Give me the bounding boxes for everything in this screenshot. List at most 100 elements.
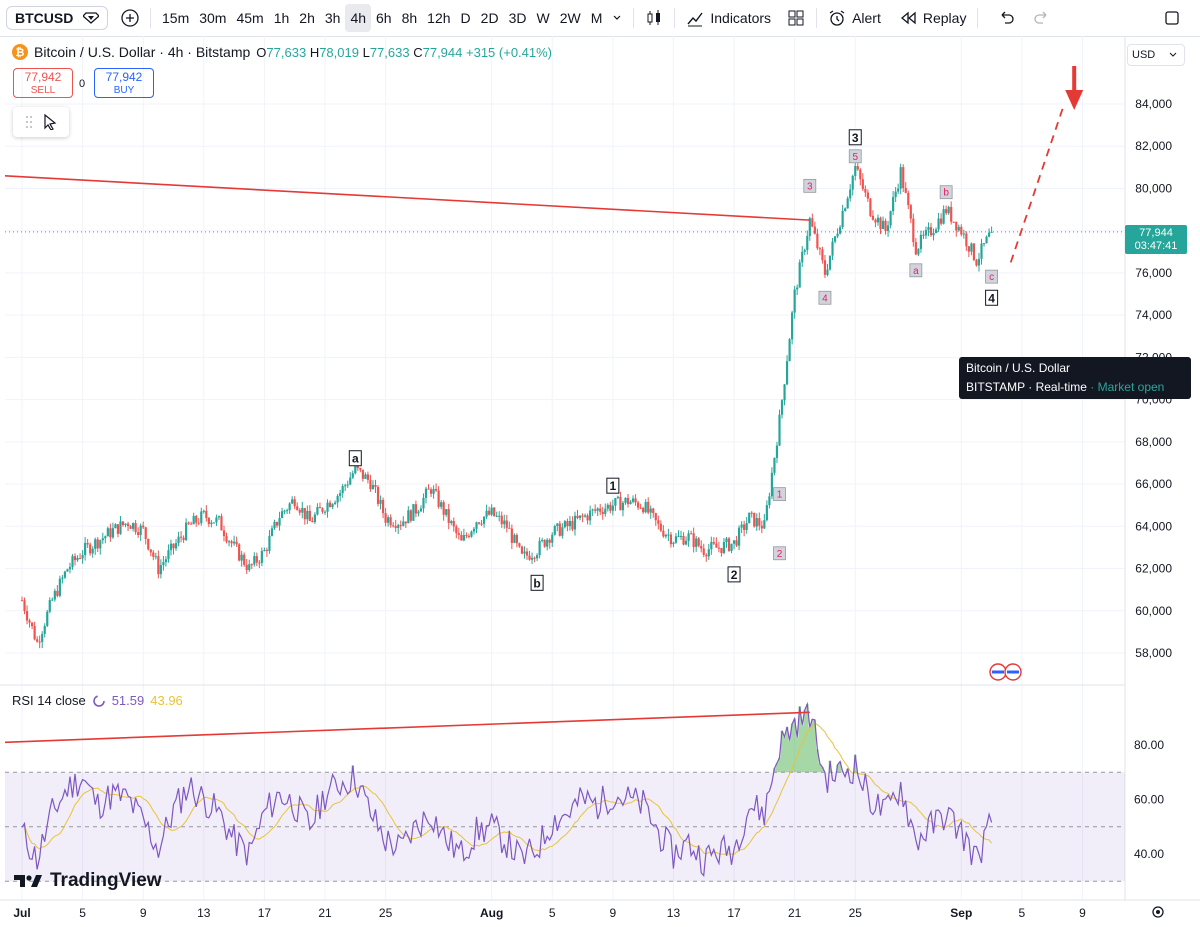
candle-body	[159, 565, 162, 575]
candle-body	[950, 206, 953, 222]
candle-body	[205, 510, 208, 519]
wave-label-2[interactable]: 2	[773, 546, 786, 561]
candle-body	[525, 551, 529, 556]
events-flag-icon[interactable]	[989, 663, 1022, 681]
drag-handle-icon[interactable]	[25, 115, 33, 129]
candle-body	[222, 530, 226, 537]
candle-body	[561, 527, 564, 536]
wave-label-3[interactable]: 3	[803, 178, 817, 193]
candle-body	[546, 539, 549, 547]
interval-4h[interactable]: 4h	[345, 4, 372, 32]
interval-d[interactable]: D	[460, 10, 471, 26]
wave-label-1[interactable]: 1	[606, 477, 620, 494]
compare-button[interactable]	[116, 4, 144, 32]
high-label: H	[309, 44, 320, 60]
wave-label-4[interactable]: 4	[818, 290, 832, 305]
candle-body	[447, 509, 450, 524]
interval-2d[interactable]: 2D	[480, 10, 499, 26]
interval-8h[interactable]: 8h	[401, 10, 418, 26]
wave-label-b[interactable]: b	[530, 574, 544, 591]
undo-button[interactable]	[992, 4, 1020, 32]
candle-body	[243, 554, 246, 565]
interval-3h[interactable]: 3h	[324, 10, 341, 26]
label-text: b	[533, 576, 540, 590]
candle-body	[811, 218, 814, 227]
candle-body	[748, 512, 751, 524]
candle-body	[89, 544, 92, 554]
candle-body	[339, 493, 342, 496]
candle-body	[533, 557, 536, 559]
indicators-button[interactable]: Indicators	[681, 4, 776, 32]
wave-label-5[interactable]: 5	[848, 149, 862, 164]
candle-body	[788, 339, 791, 362]
interval-1h[interactable]: 1h	[273, 10, 290, 26]
interval-m[interactable]: M	[590, 10, 603, 26]
candle-body	[609, 504, 612, 511]
candle-body	[639, 507, 642, 509]
time-tick: 5	[1019, 906, 1026, 920]
interval-2h[interactable]: 2h	[299, 10, 315, 26]
candle-body	[637, 502, 640, 508]
buy-button[interactable]: 77,942 BUY	[94, 68, 154, 98]
interval-45m[interactable]: 45m	[236, 10, 264, 26]
replay-button[interactable]: Replay	[894, 4, 972, 32]
high-value: 78,019	[319, 44, 359, 60]
wave-label-c[interactable]: c	[985, 269, 998, 284]
candles-icon	[647, 10, 661, 25]
candle-body	[912, 218, 915, 243]
candle-body	[962, 233, 965, 235]
candle-body	[732, 540, 736, 544]
candle-body	[833, 236, 837, 242]
interval-dropdown[interactable]	[607, 4, 627, 32]
wave-label-2[interactable]: 2	[727, 566, 741, 583]
tooltip-exchange: BITSTAMP	[966, 380, 1025, 394]
interval-2w[interactable]: 2W	[559, 10, 581, 26]
cursor-icon[interactable]	[43, 114, 57, 130]
candle-body	[851, 175, 854, 190]
wave-label-3[interactable]: 3	[848, 129, 862, 146]
label-box	[985, 289, 999, 306]
candle-body	[429, 489, 433, 494]
candle-body	[46, 611, 49, 626]
candle-body	[192, 515, 195, 525]
settings-gear-icon[interactable]	[1152, 906, 1164, 918]
fullscreen-button[interactable]	[1158, 4, 1186, 32]
interval-12h[interactable]: 12h	[427, 10, 451, 26]
layouts-button[interactable]	[782, 4, 810, 32]
candle-body	[409, 510, 412, 521]
candle-body	[591, 509, 594, 511]
chart-type-button[interactable]	[640, 4, 668, 32]
interval-15m[interactable]: 15m	[162, 10, 190, 26]
candle-body	[33, 626, 36, 640]
currency-selector[interactable]: USD	[1127, 44, 1185, 66]
candle-body	[407, 510, 410, 524]
candle-body	[364, 474, 367, 479]
wave-label-4[interactable]: 4	[985, 289, 999, 306]
candle-body	[265, 550, 269, 552]
candle-body	[270, 528, 274, 536]
square-icon	[1165, 11, 1179, 25]
interval-3d[interactable]: 3D	[508, 10, 527, 26]
wave-label-a[interactable]: a	[348, 450, 362, 467]
candle-body	[801, 251, 804, 263]
alert-button[interactable]: Alert	[823, 4, 886, 32]
candle-body	[387, 517, 390, 523]
interval-30m[interactable]: 30m	[199, 10, 227, 26]
candle-body	[28, 620, 31, 623]
interval-6h[interactable]: 6h	[376, 10, 392, 26]
interval-w[interactable]: W	[536, 10, 550, 26]
candle-body	[116, 524, 120, 534]
label-box	[848, 149, 862, 164]
sell-button[interactable]: 77,942 SELL	[13, 68, 73, 98]
label-box	[606, 477, 620, 494]
symbol-search[interactable]: BTCUSD	[6, 6, 108, 30]
tradingview-logo: TradingView	[14, 870, 162, 892]
candle-body	[91, 548, 94, 554]
wave-label-b[interactable]: b	[939, 185, 953, 200]
candle-body	[760, 525, 763, 529]
wave-label-1[interactable]: 1	[773, 487, 786, 502]
symbol-tooltip: Bitcoin / U.S. Dollar BITSTAMP · Real-ti…	[959, 357, 1191, 399]
redo-button[interactable]	[1028, 4, 1056, 32]
wave-label-a[interactable]: a	[909, 263, 923, 278]
